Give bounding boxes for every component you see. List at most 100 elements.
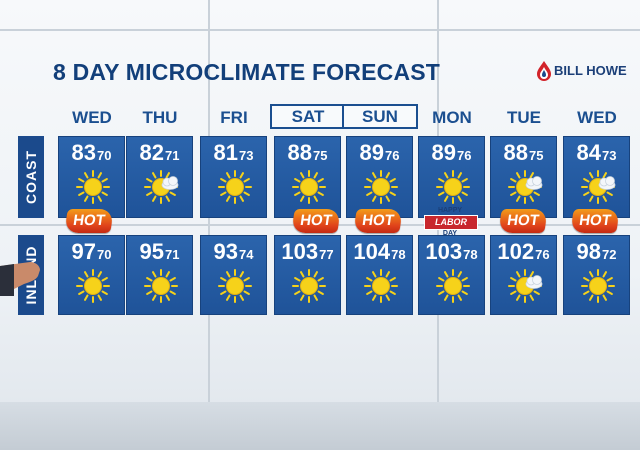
high-temp: 88	[503, 140, 528, 165]
sun-icon	[76, 269, 110, 303]
low-temp: 76	[385, 148, 400, 163]
day-header-wed: WED	[72, 108, 112, 127]
low-temp: 75	[313, 148, 328, 163]
temperature-readout: 8875	[275, 140, 340, 166]
temperature-readout: 9770	[59, 239, 124, 265]
coast-forecast-cell: 8875	[274, 136, 341, 218]
high-temp: 103	[425, 239, 463, 264]
temperature-readout: 9872	[564, 239, 629, 265]
labor-day-badge: HAPPY LABOR DAY	[420, 206, 480, 240]
sun-icon	[292, 170, 326, 204]
high-temp: 102	[497, 239, 535, 264]
flame-drop-icon	[537, 61, 551, 81]
low-temp: 70	[97, 148, 112, 163]
sun-icon	[364, 269, 398, 303]
low-temp: 74	[239, 247, 254, 262]
low-temp: 76	[457, 148, 472, 163]
inland-forecast-cell: 10378	[418, 235, 485, 315]
inland-forecast-cell: 10377	[274, 235, 341, 315]
temperature-readout: 9374	[201, 239, 266, 265]
inland-forecast-cell: 9872	[563, 235, 630, 315]
low-temp: 72	[602, 247, 617, 262]
temperature-readout: 9571	[127, 239, 192, 265]
studio-floor	[0, 402, 640, 450]
temperature-readout: 8976	[347, 140, 412, 166]
coast-forecast-cell: 8976	[346, 136, 413, 218]
sun-icon	[436, 269, 470, 303]
high-temp: 97	[71, 239, 96, 264]
temperature-readout: 8173	[201, 140, 266, 166]
hot-badge: HOT	[570, 209, 620, 233]
temperature-readout: 8976	[419, 140, 484, 166]
sun-icon	[292, 269, 326, 303]
high-temp: 89	[431, 140, 456, 165]
hot-badge: HOT	[353, 209, 403, 233]
low-temp: 70	[97, 247, 112, 262]
high-temp: 104	[353, 239, 391, 264]
low-temp: 77	[319, 247, 334, 262]
sun-icon	[364, 170, 398, 204]
temperature-readout: 10478	[347, 239, 412, 265]
inland-forecast-cell: 9571	[126, 235, 193, 315]
sun-icon	[76, 170, 110, 204]
high-temp: 93	[213, 239, 238, 264]
day-header-wed: WED	[577, 108, 617, 127]
day-header-thu: THU	[142, 108, 178, 127]
sun-icon	[218, 170, 252, 204]
inland-forecast-cell: 10478	[346, 235, 413, 315]
page-title: 8 DAY MICROCLIMATE FORECAST	[53, 59, 441, 85]
labor-day-day: DAY	[442, 230, 458, 237]
high-temp: 83	[71, 140, 96, 165]
sponsor-logo: BILL HOWE	[533, 58, 633, 84]
low-temp: 73	[239, 148, 254, 163]
day-header-tue: TUE	[507, 108, 541, 127]
sun-icon	[436, 170, 470, 204]
temperature-readout: 8875	[491, 140, 556, 166]
day-header-sun: SUN	[342, 104, 418, 129]
sun-icon	[581, 269, 615, 303]
temperature-readout: 10276	[491, 239, 556, 265]
day-header-mon: MON	[432, 108, 472, 127]
high-temp: 95	[139, 239, 164, 264]
sun-cloud-icon	[508, 269, 543, 303]
temperature-readout: 8271	[127, 140, 192, 166]
coast-forecast-cell: 8473	[563, 136, 630, 218]
screen-seam	[0, 29, 640, 31]
sun-icon	[218, 269, 252, 303]
temperature-readout: 8370	[59, 140, 124, 166]
sun-cloud-icon	[508, 170, 543, 204]
high-temp: 89	[359, 140, 384, 165]
labor-day-banner: LABOR	[424, 215, 478, 230]
hot-badge: HOT	[498, 209, 548, 233]
low-temp: 75	[529, 148, 544, 163]
hot-badge: HOT	[291, 209, 341, 233]
low-temp: 78	[463, 247, 478, 262]
temperature-readout: 10377	[275, 239, 340, 265]
temperature-readout: 10378	[419, 239, 484, 265]
sun-icon	[144, 269, 178, 303]
labor-day-happy: HAPPY	[437, 207, 463, 214]
sun-cloud-icon	[144, 170, 179, 204]
coast-forecast-cell: 8875	[490, 136, 557, 218]
high-temp: 103	[281, 239, 319, 264]
presenter-hand	[0, 262, 40, 296]
logo-text: BILL HOWE	[554, 63, 627, 78]
coast-forecast-cell: 8271	[126, 136, 193, 218]
day-header-fri: FRI	[220, 108, 248, 127]
inland-forecast-cell: 9770	[58, 235, 125, 315]
high-temp: 81	[213, 140, 238, 165]
row-label-coast-text: COAST	[23, 150, 39, 204]
sun-cloud-icon	[581, 170, 616, 204]
low-temp: 78	[391, 247, 406, 262]
inland-forecast-cell: 9374	[200, 235, 267, 315]
high-temp: 84	[576, 140, 601, 165]
high-temp: 88	[287, 140, 312, 165]
coast-forecast-cell: 8173	[200, 136, 267, 218]
low-temp: 71	[165, 148, 180, 163]
high-temp: 98	[576, 239, 601, 264]
hot-badge: HOT	[64, 209, 114, 233]
low-temp: 71	[165, 247, 180, 262]
temperature-readout: 8473	[564, 140, 629, 166]
low-temp: 73	[602, 148, 617, 163]
row-label-coast: COAST	[18, 136, 44, 218]
